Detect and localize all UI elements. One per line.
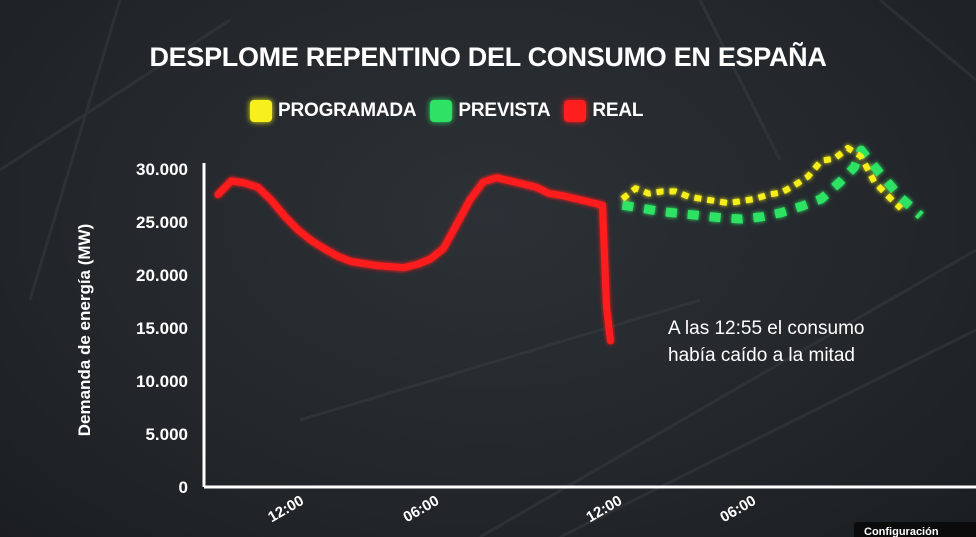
y-tick-label: 30.000 <box>136 160 188 179</box>
legend: PROGRAMADA PREVISTA REAL <box>250 96 644 126</box>
x-tick-label: 12:00 <box>583 492 625 526</box>
legend-label-prevista: PREVISTA <box>458 100 551 121</box>
y-tick-label: 15.000 <box>136 319 188 338</box>
chart-title: DESPLOME REPENTINO DEL CONSUMO EN ESPAÑA <box>149 42 827 72</box>
legend-swatch-prevista <box>430 100 453 122</box>
drop-annotation: A las 12:55 el consumo había caído a la … <box>668 315 908 369</box>
y-tick-label: 5.000 <box>145 425 188 444</box>
y-tick-label: 10.000 <box>136 372 188 391</box>
legend-label-real: REAL <box>592 100 644 121</box>
legend-item-real: REAL <box>564 100 644 122</box>
legend-swatch-programada <box>250 100 272 122</box>
x-tick-label: 06:00 <box>400 492 442 526</box>
legend-swatch-real <box>564 100 587 122</box>
annotation-line-2: había caído a la mitad <box>668 345 855 366</box>
series-line-programada <box>620 145 903 211</box>
annotation-line-1: A las 12:55 el consumo <box>668 318 865 339</box>
y-tick-label: 0 <box>179 478 188 497</box>
x-tick-label: 12:00 <box>265 492 307 526</box>
legend-item-prevista: PREVISTA <box>430 100 551 122</box>
series-line-real <box>214 174 614 345</box>
series-line-prevista <box>621 145 924 224</box>
y-tick-label: 25.000 <box>136 213 188 232</box>
legend-item-programada: PROGRAMADA <box>250 100 417 122</box>
y-tick-label: 20.000 <box>136 266 188 285</box>
legend-label-programada: PROGRAMADA <box>278 100 417 121</box>
x-tick-label: 06:00 <box>717 492 759 526</box>
configuration-button[interactable]: Configuración <box>854 522 976 537</box>
